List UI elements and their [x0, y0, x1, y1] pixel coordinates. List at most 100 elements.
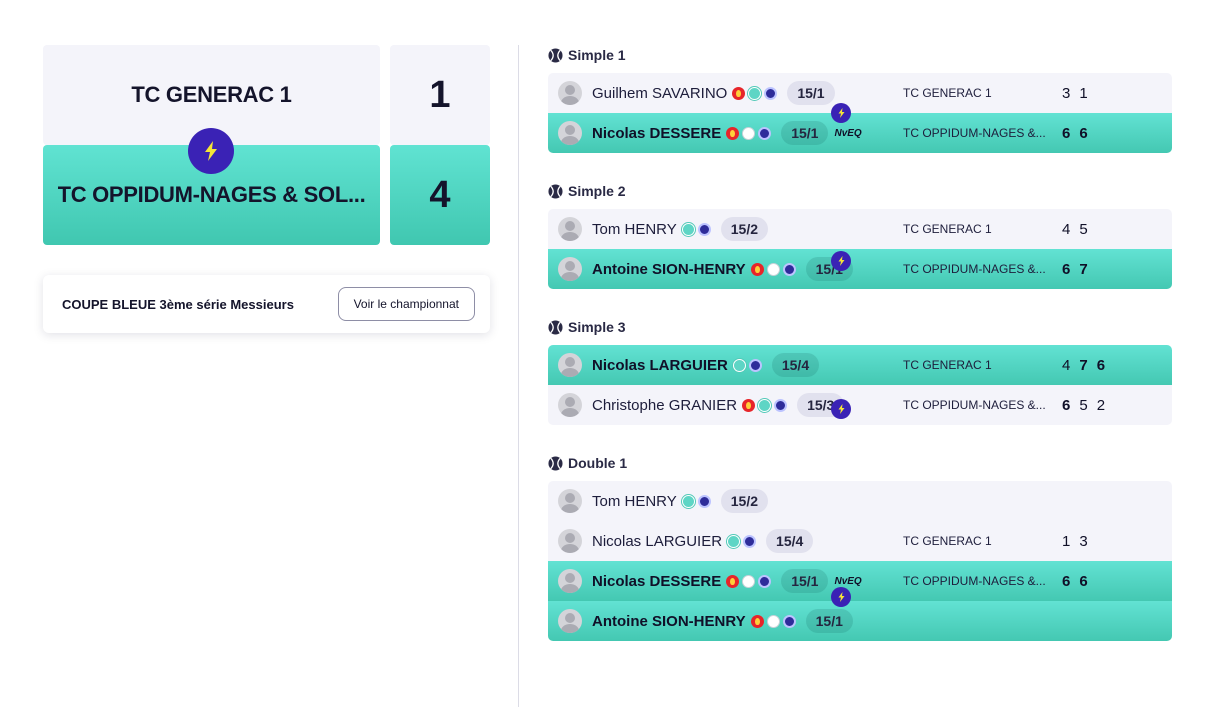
match-title: Double 1 [548, 453, 1172, 473]
tennis-ball-icon [548, 183, 563, 199]
set-scores: 4 5 [1062, 221, 1088, 238]
ranking-badge: 15/4 [771, 353, 820, 377]
ranking-badge: 15/2 [720, 489, 768, 513]
globe-icon [697, 494, 711, 508]
player-name[interactable]: Tom HENRY [592, 492, 677, 510]
player-name[interactable]: Guilhem SAVARINO [592, 84, 728, 102]
panel-divider [518, 45, 519, 707]
player-row: Antoine SION-HENRY 15/1 TC OPPIDUM-NAGES… [548, 249, 1172, 289]
globe-icon [758, 574, 772, 588]
lightning-bolt-icon [831, 399, 851, 419]
set-score: 6 [1079, 124, 1088, 142]
competition-card: COUPE BLEUE 3ème série Messieurs Voir le… [43, 275, 490, 333]
ranking-badge: 15/2 [720, 217, 768, 241]
match-title-text: Simple 3 [568, 319, 626, 335]
player-icons [750, 614, 796, 628]
avatar [558, 121, 582, 145]
view-championship-button[interactable]: Voir le championnat [337, 287, 475, 321]
set-score: 6 [1062, 572, 1071, 590]
avatar [558, 489, 582, 513]
fire-icon [726, 574, 740, 588]
avatar [558, 257, 582, 281]
set-score: 6 [1096, 356, 1106, 374]
away-team-name-text: TC OPPIDUM-NAGES & SOL... [57, 182, 366, 207]
set-score: 1 [1079, 84, 1088, 102]
set-scores: 6 6 [1062, 125, 1088, 142]
ranking-badge: 15/1 [781, 569, 829, 593]
player-icons [732, 86, 778, 100]
avatar [558, 529, 582, 553]
player-name[interactable]: Nicolas LARGUIER [592, 532, 723, 550]
tennis-ball-icon [727, 534, 741, 548]
team-scoreboard: TC GENERAC 1 1 TC OPPIDUM-NAGES & SOL...… [43, 45, 490, 333]
home-team-row: TC GENERAC 1 1 [43, 45, 490, 145]
player-name[interactable]: Nicolas DESSERE [592, 124, 722, 142]
fire-icon [750, 614, 764, 628]
set-score: 6 [1062, 124, 1071, 142]
player-name[interactable]: Antoine SION-HENRY [592, 612, 746, 630]
tennis-ball-icon [548, 47, 563, 63]
tennis-ball-icon [732, 358, 746, 372]
player-row: Tom HENRY 15/2 [548, 481, 1172, 521]
player-info: Tom HENRY 15/2 [592, 217, 768, 241]
set-score: 4 [1062, 220, 1071, 238]
player-info: Nicolas LARGUIER 15/4 [592, 529, 814, 553]
club-name: TC GENERAC 1 [903, 534, 992, 548]
fire-icon [726, 126, 740, 140]
avatar [558, 353, 582, 377]
lightning-bolt-icon [188, 128, 234, 174]
competition-title: COUPE BLEUE 3ème série Messieurs [62, 296, 294, 312]
set-score: 2 [1096, 396, 1106, 414]
player-name[interactable]: Christophe GRANIER [592, 396, 738, 414]
match-card[interactable]: Guilhem SAVARINO 15/1 TC GENERAC 1 3 1 [548, 73, 1172, 153]
globe-icon [774, 398, 788, 412]
match-title-text: Double 1 [568, 455, 628, 471]
tennis-ball-icon [766, 262, 780, 276]
player-row: Antoine SION-HENRY 15/1 [548, 601, 1172, 641]
club-name: TC OPPIDUM-NAGES &... [903, 574, 1046, 588]
ranking-badge: 15/1 [787, 81, 835, 105]
player-info: Guilhem SAVARINO 15/1 [592, 81, 835, 105]
set-scores: 3 1 [1062, 85, 1088, 102]
player-name[interactable]: Tom HENRY [592, 220, 677, 238]
player-icons [727, 534, 757, 548]
globe-icon [697, 222, 711, 236]
set-scores: 1 3 [1062, 533, 1088, 550]
player-name[interactable]: Nicolas DESSERE [592, 572, 722, 590]
player-info: Nicolas LARGUIER 15/4 [592, 353, 820, 377]
ranking-badge: 15/1 [781, 121, 829, 145]
match-title-text: Simple 1 [568, 47, 626, 63]
club-name: TC GENERAC 1 [903, 358, 992, 372]
tennis-ball-icon [758, 398, 772, 412]
match-card[interactable]: Tom HENRY 15/2 TC GENERAC 1 4 5 Antoine … [548, 209, 1172, 289]
tennis-ball-icon [742, 574, 756, 588]
away-team-row: TC OPPIDUM-NAGES & SOL... 4 [43, 145, 490, 245]
match-card[interactable]: Nicolas LARGUIER 15/4 TC GENERAC 1 4 7 6 [548, 345, 1172, 425]
club-name: TC OPPIDUM-NAGES &... [903, 262, 1046, 276]
set-score: 6 [1062, 396, 1071, 414]
player-icons [750, 262, 796, 276]
nveq-label: NvEQ [834, 575, 862, 587]
set-score: 6 [1062, 260, 1071, 278]
avatar [558, 81, 582, 105]
tennis-ball-icon [748, 86, 762, 100]
tennis-ball-icon [548, 455, 563, 471]
player-info: Christophe GRANIER 15/3 [592, 393, 845, 417]
match-title: Simple 1 [548, 45, 1172, 65]
player-icons [681, 222, 711, 236]
match-double-1: Double 1 Tom HENRY 15/2 Nicolas LARGUIER [548, 453, 1172, 641]
set-score: 7 [1079, 356, 1088, 374]
player-name[interactable]: Antoine SION-HENRY [592, 260, 746, 278]
player-icons [742, 398, 788, 412]
match-card[interactable]: Tom HENRY 15/2 Nicolas LARGUIER 1 [548, 481, 1172, 641]
club-name: TC GENERAC 1 [903, 86, 992, 100]
player-info: Nicolas DESSERE 15/1 NvEQ [592, 121, 862, 145]
match-title: Simple 2 [548, 181, 1172, 201]
lightning-bolt-icon [831, 103, 851, 123]
tennis-ball-icon [681, 494, 695, 508]
match-simple-1: Simple 1 Guilhem SAVARINO 15/1 TC GENERA… [548, 45, 1172, 153]
player-row: Nicolas LARGUIER 15/4 TC GENERAC 1 4 7 6 [548, 345, 1172, 385]
player-name[interactable]: Nicolas LARGUIER [592, 356, 728, 374]
set-scores: 6 6 [1062, 573, 1088, 590]
avatar [558, 217, 582, 241]
